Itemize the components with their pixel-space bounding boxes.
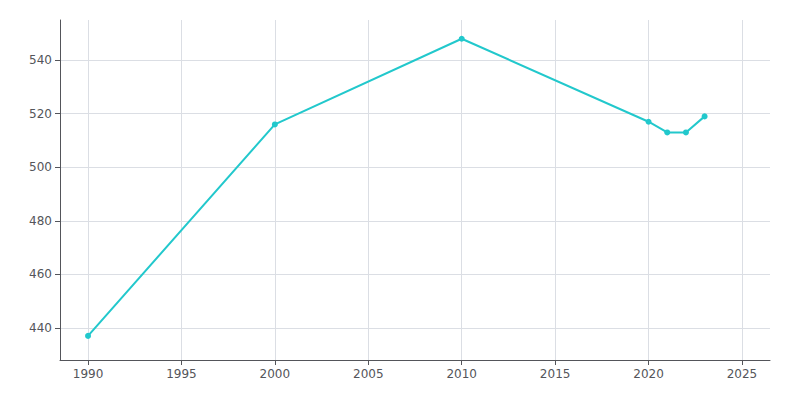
svg-text:500: 500 xyxy=(29,160,52,174)
svg-text:2025: 2025 xyxy=(727,367,758,381)
svg-text:440: 440 xyxy=(29,321,52,335)
svg-text:2000: 2000 xyxy=(260,367,291,381)
svg-text:1995: 1995 xyxy=(166,367,197,381)
svg-text:520: 520 xyxy=(29,107,52,121)
svg-text:460: 460 xyxy=(29,267,52,281)
svg-text:540: 540 xyxy=(29,53,52,67)
svg-text:2005: 2005 xyxy=(353,367,384,381)
svg-text:2015: 2015 xyxy=(540,367,571,381)
svg-text:480: 480 xyxy=(29,214,52,228)
svg-text:2010: 2010 xyxy=(446,367,477,381)
svg-text:1990: 1990 xyxy=(73,367,104,381)
svg-text:2020: 2020 xyxy=(633,367,664,381)
